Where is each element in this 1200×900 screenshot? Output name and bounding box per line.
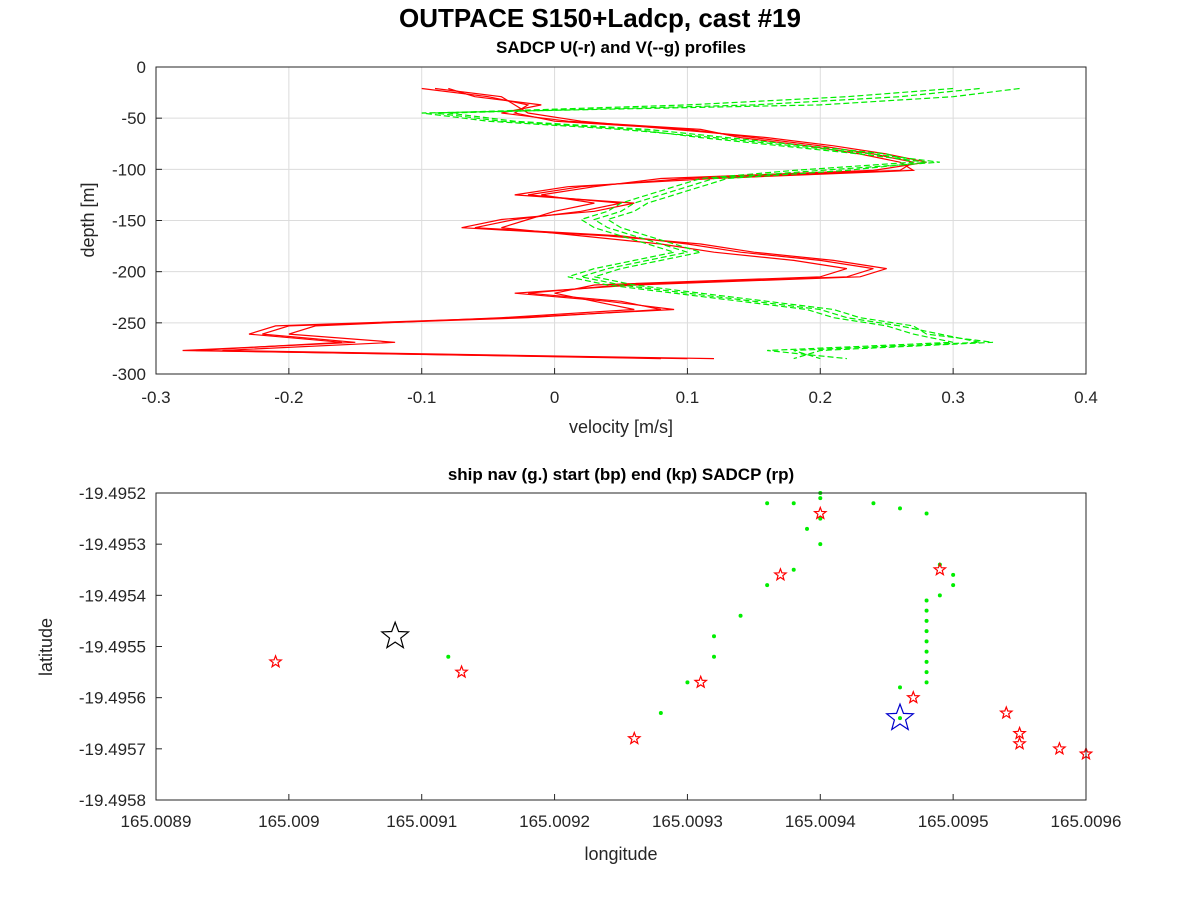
velocity-profile-panel: SADCP U(-r) and V(--g) profiles -0.3 -0.2… <box>78 38 1098 437</box>
nav-title: ship nav (g.) start (bp) end (kp) SADCP … <box>448 465 794 484</box>
nav-y-tick-label: -19.4956 <box>79 689 146 708</box>
ship-nav-point <box>446 654 451 659</box>
ship-nav-panel: ship nav (g.) start (bp) end (kp) SADCP … <box>36 465 1121 864</box>
ship-nav-point <box>791 501 796 506</box>
nav-y-tick-label: -19.4955 <box>79 638 146 657</box>
ship-nav-point <box>924 511 929 516</box>
ship-nav-point <box>765 501 770 506</box>
ship-nav-point <box>818 516 823 521</box>
nav-x-tick-label: 165.0093 <box>652 812 723 831</box>
v-velocity-profile-line <box>434 87 994 360</box>
ship-nav-point <box>712 634 716 639</box>
sadcp-star-marker <box>1052 741 1067 756</box>
figure-title: OUTPACE S150+Ladcp, cast #19 <box>399 3 801 33</box>
sadcp-star-marker <box>905 689 921 704</box>
ship-nav-point <box>924 618 929 623</box>
sadcp-star-marker <box>932 562 948 576</box>
nav-xlabel: longitude <box>584 844 657 864</box>
ship-nav-point <box>818 542 823 547</box>
profile-x-tick-label: 0.1 <box>676 388 700 407</box>
nav-y-tick-label: -19.4953 <box>79 535 146 554</box>
ship-nav-point <box>898 716 902 721</box>
ship-nav-point <box>924 659 929 664</box>
profile-series <box>182 87 1020 360</box>
profile-ylabel: depth [m] <box>78 182 98 257</box>
nav-x-tick-label: 165.0096 <box>1051 812 1122 831</box>
ship-nav-point <box>805 526 809 531</box>
profile-y-tick-label: -150 <box>112 212 146 231</box>
ship-nav-point <box>924 670 929 675</box>
nav-y-tick-label: -19.4957 <box>79 740 146 759</box>
profile-title: SADCP U(-r) and V(--g) profiles <box>496 38 746 57</box>
profile-y-tick-label: -250 <box>112 314 146 333</box>
profile-x-tick-label: 0.2 <box>808 388 832 407</box>
nav-marks <box>268 491 1094 761</box>
ship-nav-point <box>898 685 902 690</box>
sadcp-star-marker <box>1012 725 1027 740</box>
sadcp-star-marker <box>773 567 788 582</box>
sadcp-star-marker <box>812 505 828 520</box>
profile-x-tick-label: 0 <box>550 388 559 407</box>
ship-nav-point <box>765 583 770 588</box>
profile-y-tick-label: 0 <box>137 58 146 77</box>
sadcp-star-marker <box>1012 736 1027 750</box>
profile-x-tick-label: -0.1 <box>407 388 436 407</box>
nav-x-tick-label: 165.009 <box>258 812 319 831</box>
nav-axes-background <box>156 493 1086 800</box>
profile-y-tick-label: -300 <box>112 365 146 384</box>
profile-x-tick-label: 0.4 <box>1074 388 1098 407</box>
profile-x-tick-label: -0.3 <box>141 388 170 407</box>
nav-y-tick-label: -19.4958 <box>79 791 146 810</box>
ship-nav-point <box>871 501 876 506</box>
ship-nav-point <box>924 608 929 613</box>
sadcp-star-marker <box>454 664 469 679</box>
sadcp-star-marker <box>998 705 1014 720</box>
nav-x-tick-label: 165.0089 <box>121 812 192 831</box>
profile-x-tick-label: 0.3 <box>941 388 965 407</box>
nav-x-tick-label: 165.0092 <box>519 812 590 831</box>
nav-y-tick-label: -19.4954 <box>79 586 146 605</box>
ship-nav-point <box>791 567 796 572</box>
ship-nav-point <box>924 629 929 634</box>
nav-ylabel: latitude <box>36 618 56 676</box>
ship-nav-point <box>685 680 690 685</box>
ship-nav-point <box>937 593 942 598</box>
sadcp-star-marker <box>626 730 642 745</box>
nav-x-tick-label: 165.0091 <box>386 812 457 831</box>
ship-nav-point <box>924 598 929 603</box>
profile-y-tick-label: -100 <box>112 160 146 179</box>
end-position-star <box>380 620 411 649</box>
v-velocity-profile-line <box>448 87 980 360</box>
ship-nav-point <box>924 639 929 644</box>
ship-nav-point <box>818 496 823 501</box>
v-velocity-profile-line <box>421 87 1020 360</box>
profile-xlabel: velocity [m/s] <box>569 417 673 437</box>
ship-nav-point <box>924 680 929 685</box>
ship-nav-point <box>951 572 956 577</box>
nav-x-tick-label: 165.0094 <box>785 812 856 831</box>
nav-x-tick-label: 165.0095 <box>918 812 989 831</box>
nav-y-tick-label: -19.4952 <box>79 484 146 503</box>
profile-x-tick-label: -0.2 <box>274 388 303 407</box>
ship-nav-point <box>924 649 929 654</box>
ship-nav-point <box>951 583 956 588</box>
nav-ticks: 165.0089 165.009 165.0091 165.0092 165.0093 1… <box>79 484 1122 831</box>
profile-y-tick-label: -200 <box>112 263 146 282</box>
ship-nav-point <box>898 506 902 511</box>
ship-nav-point <box>738 613 743 618</box>
ship-nav-point <box>712 654 716 659</box>
ship-nav-point <box>658 711 663 716</box>
start-position-star <box>885 702 915 731</box>
profile-grid <box>156 67 1086 374</box>
profile-y-tick-label: -50 <box>121 109 146 128</box>
profile-ticks: -0.3 -0.2 -0.1 0 0.1 0.2 0.3 0.4 0 -50 -100 -150 -20… <box>112 58 1098 407</box>
u-velocity-profile-line <box>195 87 916 360</box>
sadcp-star-marker <box>693 674 709 689</box>
sadcp-star-marker <box>268 654 283 669</box>
